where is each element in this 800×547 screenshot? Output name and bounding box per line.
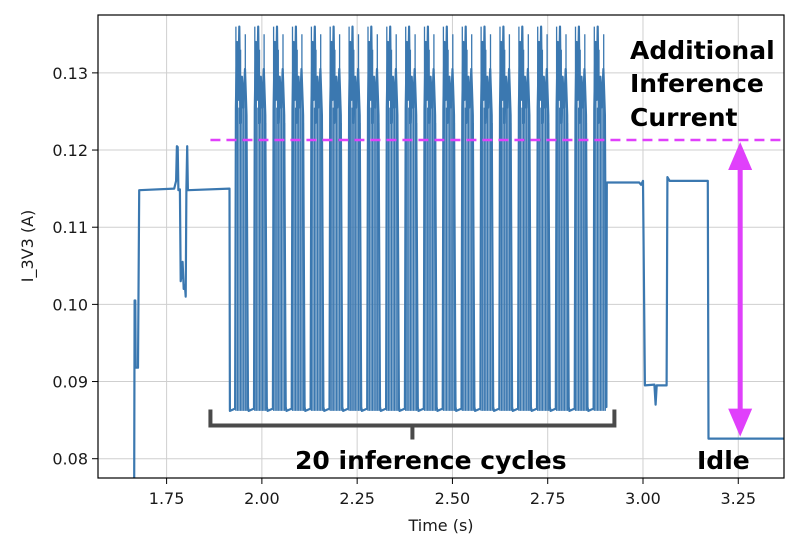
annotation-current: Current: [630, 103, 738, 132]
cycles-bracket-path: [208, 409, 617, 440]
y-tick-label: 0.11: [52, 218, 88, 237]
y-tick-label: 0.09: [52, 373, 88, 392]
y-tick-label: 0.12: [52, 141, 88, 160]
plot-area: [133, 25, 784, 478]
y-axis-ticks: 0.08 0.09 0.10 0.11 0.12 0.13: [52, 64, 98, 469]
y-axis-label: I_3V3 (A): [18, 210, 38, 283]
x-tick-label: 3.25: [720, 489, 756, 508]
x-tick-label: 2.00: [244, 489, 280, 508]
annotation-idle: Idle: [697, 446, 750, 475]
cycles-bracket: [208, 409, 617, 440]
x-tick-label: 2.50: [435, 489, 471, 508]
x-tick-label: 3.00: [625, 489, 661, 508]
x-tick-label: 2.25: [339, 489, 375, 508]
y-tick-label: 0.08: [52, 450, 88, 469]
y-tick-label: 0.10: [52, 295, 88, 314]
plot-frame: [97, 14, 785, 479]
arrow-head-up: [728, 142, 753, 171]
x-axis-label: Time (s): [407, 516, 473, 535]
current-trace-line: [133, 25, 784, 478]
annotation-additional: Additional: [630, 36, 775, 65]
x-tick-label: 1.75: [149, 489, 185, 508]
y-tick-label: 0.13: [52, 64, 88, 83]
annotation-20-inference-cycles: 20 inference cycles: [295, 446, 567, 475]
idle-to-threshold-double-arrow: [728, 142, 753, 437]
x-axis-ticks: 1.75 2.00 2.25 2.50 2.75 3.00 3.25: [149, 478, 756, 508]
x-tick-label: 2.75: [530, 489, 566, 508]
arrow-head-down: [728, 408, 753, 437]
annotation-inference: Inference: [630, 69, 764, 98]
